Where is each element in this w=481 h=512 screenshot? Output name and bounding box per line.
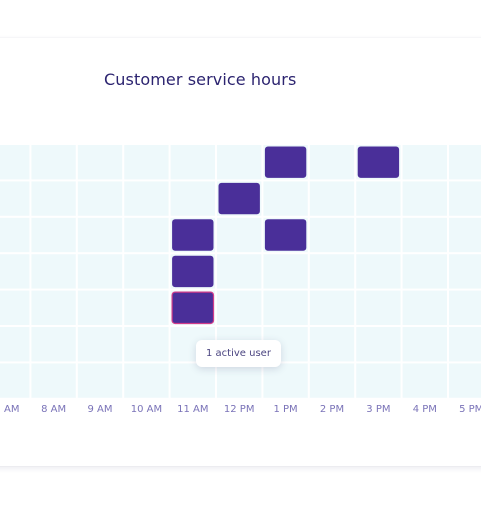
- tooltip: 1 active user: [196, 340, 281, 367]
- heatmap-cell-active[interactable]: [172, 219, 214, 251]
- x-tick-label: 3 PM: [366, 404, 390, 415]
- heatmap-cell-empty: [449, 327, 481, 362]
- heatmap-cell-empty: [0, 363, 30, 398]
- heatmap-cell-empty: [309, 363, 355, 398]
- heatmap-cell-empty: [170, 363, 215, 398]
- heatmap-cell-empty: [402, 217, 447, 253]
- heatmap-cell-active[interactable]: [218, 182, 260, 215]
- heatmap-cell-empty: [0, 181, 30, 216]
- heatmap-cell-empty: [31, 145, 76, 180]
- x-tick-label: AM: [4, 404, 19, 415]
- heatmap-cell-empty: [356, 181, 401, 216]
- heatmap-cell-empty: [263, 181, 308, 216]
- heatmap-cell-empty: [217, 145, 262, 180]
- heatmap-cell-empty: [263, 254, 308, 289]
- heatmap-cell-empty: [402, 327, 447, 362]
- heatmap-cell-empty: [31, 363, 76, 398]
- heatmap-cell-empty: [309, 327, 355, 362]
- heatmap-cell-empty: [449, 217, 481, 253]
- heatmap-cell-empty: [402, 254, 447, 289]
- heatmap-cell-empty: [449, 363, 481, 398]
- x-tick-label: 5 PM: [459, 404, 481, 415]
- heatmap-cell-empty: [402, 145, 447, 180]
- heatmap-cell-empty: [31, 290, 76, 325]
- heatmap-cell-empty: [77, 217, 123, 253]
- heatmap-cell-empty: [31, 181, 76, 216]
- heatmap-cell-empty: [309, 254, 355, 289]
- heatmap-cell-empty: [356, 290, 401, 325]
- heatmap-cell-empty: [77, 363, 123, 398]
- heatmap-cell-active[interactable]: [172, 255, 214, 288]
- x-tick-label: 12 PM: [224, 404, 255, 415]
- heatmap-cell-empty: [217, 217, 262, 253]
- heatmap-cell-empty: [217, 363, 262, 398]
- heatmap-cell-empty: [309, 217, 355, 253]
- heatmap-cell-empty: [124, 217, 169, 253]
- heatmap-cell-empty: [356, 217, 401, 253]
- heatmap-cell-empty: [309, 145, 355, 180]
- x-tick-label: 11 AM: [177, 404, 208, 415]
- x-tick-label: 8 AM: [41, 404, 66, 415]
- x-tick-label: 4 PM: [413, 404, 437, 415]
- heatmap-cell-empty: [402, 181, 447, 216]
- heatmap-cell-empty: [77, 181, 123, 216]
- heatmap-cell-empty: [356, 254, 401, 289]
- heatmap-cell-empty: [0, 217, 30, 253]
- heatmap-cell-empty: [449, 290, 481, 325]
- heatmap-cell-empty: [449, 254, 481, 289]
- heatmap-cell-empty: [31, 327, 76, 362]
- heatmap-cell-empty: [217, 290, 262, 325]
- heatmap-cell-empty: [402, 290, 447, 325]
- heatmap-cell-empty: [124, 327, 169, 362]
- heatmap-cell-empty: [263, 363, 308, 398]
- heatmap-cell-empty: [124, 290, 169, 325]
- heatmap-cell-empty: [449, 145, 481, 180]
- heatmap-cell-empty: [77, 290, 123, 325]
- x-tick-label: 10 AM: [131, 404, 162, 415]
- heatmap-cell-empty: [124, 363, 169, 398]
- heatmap-cell-empty: [0, 290, 30, 325]
- heatmap-cell-empty: [31, 217, 76, 253]
- heatmap-cell-empty: [77, 145, 123, 180]
- heatmap-cell-empty: [449, 181, 481, 216]
- heatmap-cell-empty: [0, 145, 30, 180]
- x-tick-label: 9 AM: [87, 404, 112, 415]
- heatmap-cell-empty: [31, 254, 76, 289]
- heatmap-cell-empty: [0, 254, 30, 289]
- heatmap-cell-empty: [124, 254, 169, 289]
- heatmap-cell-empty: [263, 290, 308, 325]
- chart-title: Customer service hours: [104, 70, 297, 89]
- heatmap-cell-empty: [77, 254, 123, 289]
- heatmap-cell-empty: [356, 327, 401, 362]
- heatmap-cell-empty: [356, 363, 401, 398]
- heatmap-cell-active-highlighted[interactable]: [171, 291, 215, 325]
- heatmap-cell-empty: [402, 363, 447, 398]
- heatmap-cell-empty: [170, 145, 215, 180]
- heatmap-cell-empty: [0, 327, 30, 362]
- heatmap-cell-active[interactable]: [264, 219, 307, 251]
- heatmap-cell-empty: [309, 181, 355, 216]
- heatmap-cell-empty: [170, 181, 215, 216]
- heatmap-cell-empty: [309, 290, 355, 325]
- heatmap-cell-empty: [217, 254, 262, 289]
- x-tick-label: 2 PM: [320, 404, 344, 415]
- heatmap-cell-empty: [124, 181, 169, 216]
- heatmap-cell-active[interactable]: [264, 146, 307, 178]
- heatmap-cell-active[interactable]: [357, 146, 400, 178]
- heatmap-cell-empty: [77, 327, 123, 362]
- heatmap-cells: [0, 145, 481, 398]
- x-axis-ticks: AM 8 AM 9 AM 10 AM 11 AM 12 PM 1 PM 2 PM 3 PM 4 P…: [4, 404, 481, 415]
- x-tick-label: 1 PM: [273, 404, 297, 415]
- heatmap-cell-empty: [124, 145, 169, 180]
